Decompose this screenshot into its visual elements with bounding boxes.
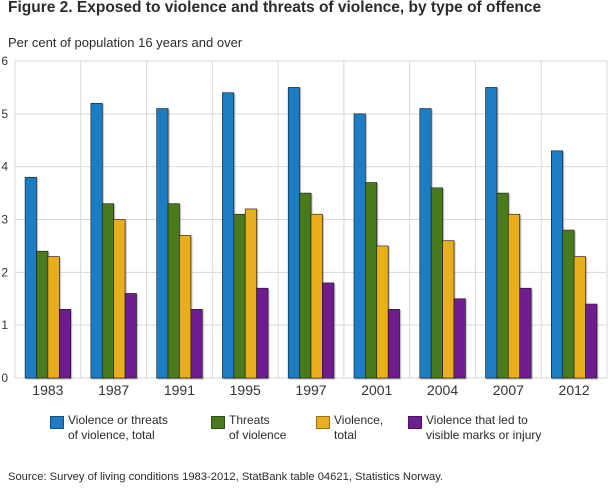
svg-text:6: 6 [1, 55, 8, 68]
svg-text:1995: 1995 [230, 382, 261, 398]
svg-text:3: 3 [1, 213, 8, 227]
svg-text:1987: 1987 [98, 382, 129, 398]
svg-text:2004: 2004 [427, 382, 458, 398]
svg-text:1983: 1983 [32, 382, 63, 398]
svg-text:2: 2 [1, 265, 8, 279]
svg-text:2012: 2012 [559, 382, 590, 398]
svg-text:1: 1 [1, 318, 8, 332]
svg-text:1997: 1997 [295, 382, 326, 398]
svg-text:5: 5 [1, 107, 8, 121]
svg-text:4: 4 [1, 160, 8, 174]
svg-text:0: 0 [1, 371, 8, 385]
svg-text:2007: 2007 [493, 382, 524, 398]
svg-text:2001: 2001 [361, 382, 392, 398]
svg-text:1991: 1991 [164, 382, 195, 398]
